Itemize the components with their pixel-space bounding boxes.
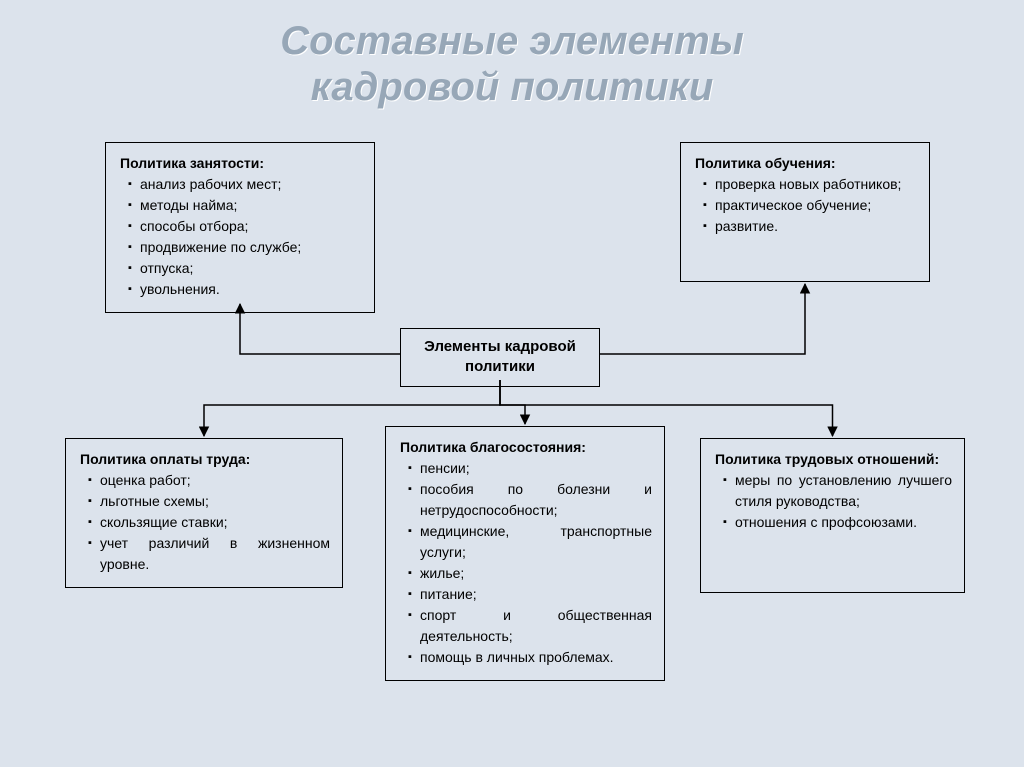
wages-item: льготные схемы; bbox=[78, 491, 330, 512]
slide-title: Составные элементы кадровой политики bbox=[0, 18, 1024, 110]
box-training: Политика обучения: проверка новых работн… bbox=[680, 142, 930, 282]
employment-item: продвижение по службе; bbox=[118, 237, 362, 258]
relations-item: меры по установлению лучшего стиля руков… bbox=[713, 470, 952, 512]
training-item: практическое обучение; bbox=[693, 195, 917, 216]
welfare-item: пособия по болезни и нетрудоспособности; bbox=[398, 479, 652, 521]
welfare-item: помощь в личных проблемах. bbox=[398, 647, 652, 668]
wages-item: оценка работ; bbox=[78, 470, 330, 491]
box-training-title: Политика обучения: bbox=[693, 153, 917, 174]
box-center: Элементы кадровой политики bbox=[400, 328, 600, 387]
relations-item: отношения с профсоюзами. bbox=[713, 512, 952, 533]
welfare-item: медицинские, транспортные услуги; bbox=[398, 521, 652, 563]
title-line-1: Составные элементы bbox=[280, 19, 744, 63]
box-welfare-title: Политика благосостояния: bbox=[398, 437, 652, 458]
welfare-item: пенсии; bbox=[398, 458, 652, 479]
center-line-2: политики bbox=[465, 358, 535, 375]
welfare-item: спорт и общественная деятельность; bbox=[398, 605, 652, 647]
box-employment-title: Политика занятости: bbox=[118, 153, 362, 174]
box-wages: Политика оплаты труда: оценка работ;льго… bbox=[65, 438, 343, 588]
employment-item: методы найма; bbox=[118, 195, 362, 216]
box-welfare: Политика благосостояния: пенсии;пособия … bbox=[385, 426, 665, 681]
box-wages-list: оценка работ;льготные схемы;скользящие с… bbox=[78, 470, 330, 575]
box-relations: Политика трудовых отношений: меры по уст… bbox=[700, 438, 965, 593]
box-employment: Политика занятости: анализ рабочих мест;… bbox=[105, 142, 375, 313]
box-relations-list: меры по установлению лучшего стиля руков… bbox=[713, 470, 952, 533]
employment-item: способы отбора; bbox=[118, 216, 362, 237]
box-employment-list: анализ рабочих мест;методы найма;способы… bbox=[118, 174, 362, 300]
box-relations-title: Политика трудовых отношений: bbox=[713, 449, 952, 470]
box-training-list: проверка новых работников;практическое о… bbox=[693, 174, 917, 237]
box-welfare-list: пенсии;пособия по болезни и нетрудоспосо… bbox=[398, 458, 652, 668]
title-line-2: кадровой политики bbox=[311, 65, 714, 109]
training-item: развитие. bbox=[693, 216, 917, 237]
center-line-1: Элементы кадровой bbox=[424, 338, 576, 355]
wages-item: скользящие ставки; bbox=[78, 512, 330, 533]
welfare-item: питание; bbox=[398, 584, 652, 605]
training-item: проверка новых работников; bbox=[693, 174, 917, 195]
wages-item: учет различий в жизненном уровне. bbox=[78, 533, 330, 575]
employment-item: увольнения. bbox=[118, 279, 362, 300]
welfare-item: жилье; bbox=[398, 563, 652, 584]
box-wages-title: Политика оплаты труда: bbox=[78, 449, 330, 470]
employment-item: отпуска; bbox=[118, 258, 362, 279]
employment-item: анализ рабочих мест; bbox=[118, 174, 362, 195]
